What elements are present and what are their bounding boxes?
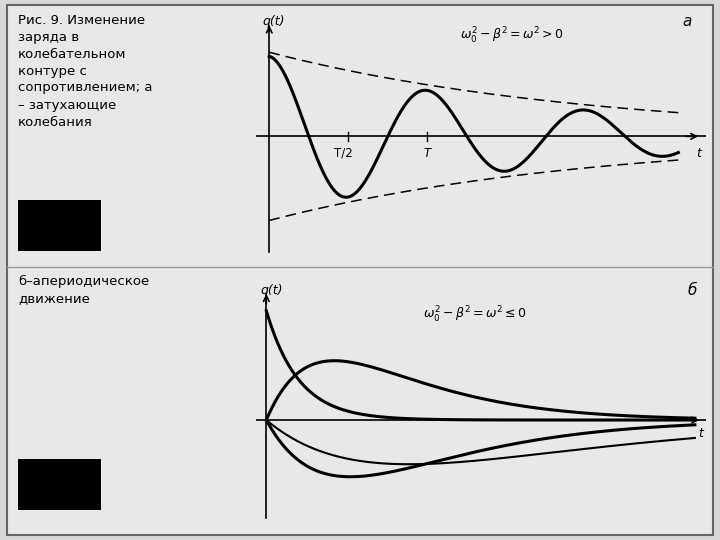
Text: T: T [424, 147, 431, 160]
Bar [18, 200, 101, 251]
Text: q(t): q(t) [262, 15, 284, 28]
Text: б: б [688, 282, 697, 298]
Text: а: а [683, 14, 692, 29]
Text: $\omega_0^2 - \beta^2 = \omega^2 \leq 0$: $\omega_0^2 - \beta^2 = \omega^2 \leq 0$ [423, 305, 528, 326]
Text: $\omega_0^2 - \beta^2 = \omega^2 > 0$: $\omega_0^2 - \beta^2 = \omega^2 > 0$ [460, 26, 564, 46]
Text: t: t [696, 147, 701, 160]
Text: б–апериодическое
движение: б–апериодическое движение [18, 275, 149, 306]
Text: t: t [698, 427, 703, 440]
Text: T/2: T/2 [334, 147, 353, 160]
Text: q(t): q(t) [261, 284, 283, 296]
Text: Рис. 9. Изменение
заряда в
колебательном
контуре с
сопротивлением; а
– затухающи: Рис. 9. Изменение заряда в колебательном… [18, 14, 153, 129]
Bar [18, 459, 101, 510]
